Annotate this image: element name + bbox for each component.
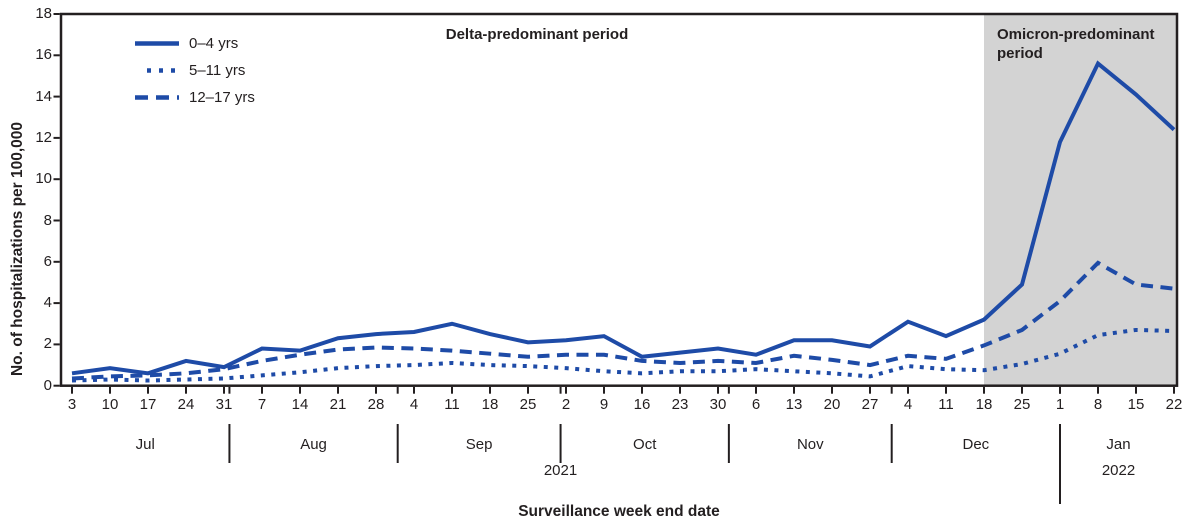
x-tick-label: 3 (67, 396, 77, 413)
x-tick-label: 18 (481, 396, 499, 413)
x-tick-label: 16 (633, 396, 651, 413)
y-tick-label: 18 (35, 5, 52, 22)
x-axis-title: Surveillance week end date (518, 503, 720, 520)
dotted-line-icon (147, 68, 179, 73)
x-tick-label: 4 (409, 396, 419, 413)
series-line-0-4-yrs (71, 60, 1176, 376)
series-line-12-17-yrs (71, 260, 1175, 381)
x-tick-label: 23 (671, 396, 689, 413)
x-tick-label: 15 (1127, 396, 1145, 413)
x-tick-label: 27 (861, 396, 879, 413)
x-tick-label: 24 (177, 396, 195, 413)
legend-label: 0–4 yrs (189, 35, 239, 52)
month-label: Aug (300, 436, 327, 453)
y-tick-label: 10 (35, 170, 52, 188)
month-label: Jan (1106, 436, 1131, 453)
legend-label: 5–11 yrs (189, 62, 246, 79)
month-label: Nov (796, 436, 824, 453)
y-tick-label: 0 (43, 376, 52, 394)
x-tick-label: 2 (561, 396, 571, 413)
x-tick-label: 25 (1013, 396, 1031, 413)
legend-label: 12–17 yrs (189, 89, 255, 106)
month-label: Sep (465, 436, 493, 453)
y-tick-label: 12 (35, 128, 52, 146)
x-tick-label: 4 (903, 396, 913, 413)
legend: 0–4 yrs 5–11 yrs 12–17 yrs (134, 30, 255, 111)
y-tick-label: 4 (43, 294, 52, 312)
dashed-line-icon (135, 95, 179, 100)
year-label-2021: 2021 (543, 462, 578, 479)
x-tick-label: 11 (938, 396, 954, 413)
omicron-period-label: Omicron-predominant period (997, 26, 1155, 62)
year-label-2022: 2022 (1101, 462, 1136, 479)
x-tick-label: 1 (1055, 396, 1065, 413)
x-tick-label: 13 (785, 396, 803, 413)
x-tick-label: 10 (101, 396, 119, 413)
y-tick-label: 16 (35, 46, 52, 64)
x-tick-label: 21 (329, 396, 347, 413)
x-tick-label: 8 (1093, 396, 1103, 413)
legend-row-12-17-yrs: 12–17 yrs (134, 84, 255, 111)
month-label: Oct (633, 436, 657, 453)
month-label: Dec (962, 436, 990, 453)
x-tick-label: 18 (975, 396, 993, 413)
x-tick-label: 28 (367, 396, 385, 413)
month-label: Jul (135, 436, 155, 453)
x-tick-label: 14 (291, 396, 309, 413)
y-tick-label: 14 (35, 87, 52, 105)
x-tick-label: 31 (215, 396, 233, 413)
y-tick-label: 2 (43, 335, 52, 353)
y-tick-label: 8 (43, 211, 52, 229)
delta-period-label: Delta-predominant period (445, 26, 629, 43)
legend-row-5-11-yrs: 5–11 yrs (134, 57, 255, 84)
x-tick-label: 22 (1165, 396, 1183, 413)
x-tick-label: 9 (599, 396, 609, 413)
solid-line-icon (135, 41, 179, 46)
x-tick-label: 20 (823, 396, 841, 413)
x-tick-label: 11 (444, 396, 460, 413)
legend-row-0-4-yrs: 0–4 yrs (134, 30, 255, 57)
plot-frame (59, 12, 1179, 387)
y-tick-label: 6 (43, 252, 52, 270)
x-tick-label: 6 (751, 396, 761, 413)
x-tick-label: 17 (139, 396, 157, 413)
omicron-shaded-region (984, 15, 1176, 385)
x-tick-label: 7 (257, 396, 267, 413)
x-tick-label: 30 (709, 396, 727, 413)
x-tick-label: 25 (519, 396, 537, 413)
